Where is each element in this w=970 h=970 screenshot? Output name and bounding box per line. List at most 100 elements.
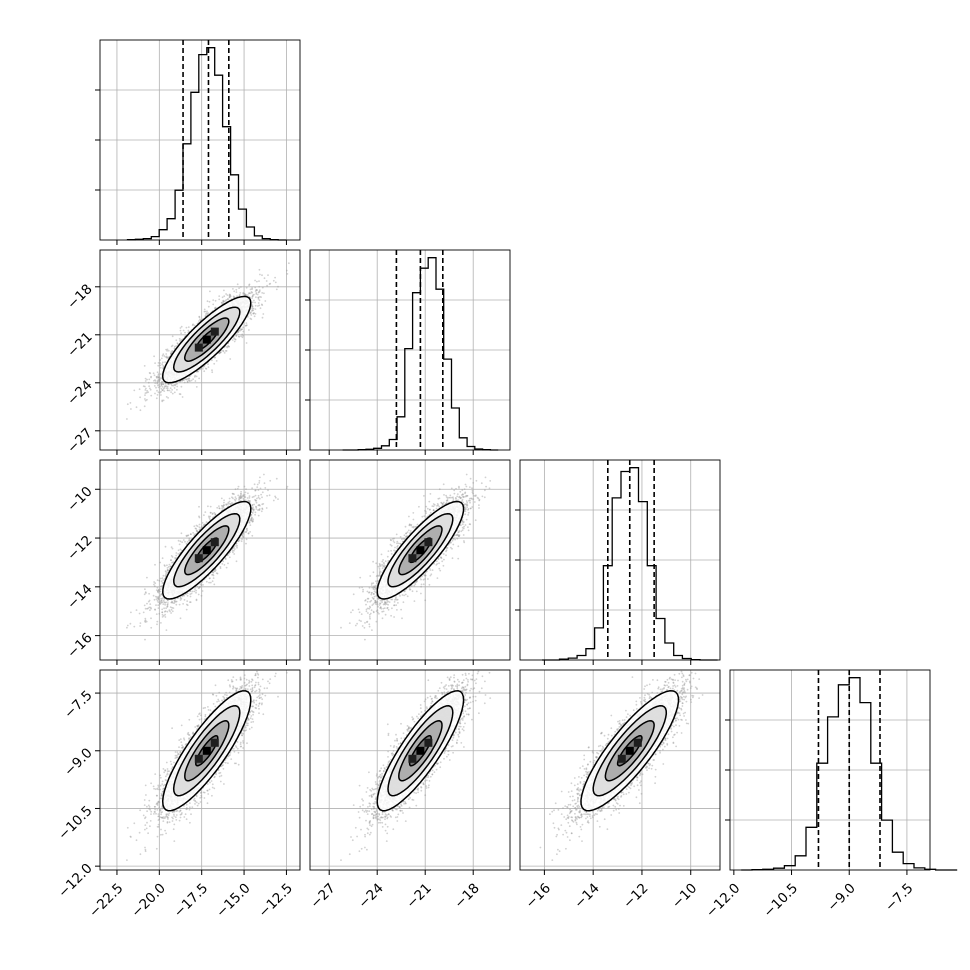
- sample-point: [277, 285, 279, 288]
- sample-point: [261, 316, 264, 319]
- sample-point: [222, 350, 225, 353]
- density-peak-cell: [210, 327, 219, 336]
- sample-point: [126, 418, 128, 420]
- sample-point: [202, 368, 204, 370]
- sample-point: [218, 295, 221, 297]
- sample-point: [250, 318, 253, 321]
- sample-point: [144, 389, 147, 391]
- sample-point: [154, 379, 156, 381]
- density-peak-cell: [202, 335, 211, 344]
- sample-point: [211, 371, 214, 374]
- sample-point: [235, 291, 238, 293]
- sample-point: [159, 362, 162, 364]
- sample-point: [223, 352, 226, 354]
- sample-point: [240, 490, 243, 493]
- sample-point: [218, 298, 221, 301]
- sample-point: [234, 338, 236, 340]
- sample-point: [242, 326, 245, 329]
- sample-point: [165, 353, 168, 355]
- sample-point: [256, 280, 258, 283]
- sample-point: [172, 384, 175, 387]
- sample-point: [203, 310, 206, 313]
- sample-point: [160, 387, 163, 390]
- sample-point: [248, 292, 251, 295]
- sample-point: [258, 268, 261, 271]
- sample-point: [159, 385, 162, 388]
- sample-point: [238, 335, 241, 338]
- sample-point: [223, 295, 226, 298]
- sample-point: [259, 307, 262, 310]
- sample-point: [146, 398, 148, 401]
- sample-point: [195, 375, 198, 378]
- sample-point: [161, 361, 164, 364]
- sample-point: [258, 304, 261, 307]
- sample-point: [238, 329, 241, 332]
- sample-point: [254, 290, 257, 292]
- sample-point: [268, 283, 271, 285]
- sample-point: [181, 396, 184, 398]
- sample-point: [149, 372, 152, 375]
- sample-point: [255, 501, 258, 504]
- sample-point: [145, 387, 147, 390]
- sample-point: [171, 389, 174, 391]
- sample-point: [206, 310, 208, 313]
- sample-point: [184, 331, 186, 334]
- sample-point: [229, 293, 232, 296]
- sample-point: [156, 389, 158, 392]
- sample-point: [237, 494, 240, 497]
- sample-point: [195, 591, 197, 594]
- sample-point: [185, 326, 188, 329]
- sample-point: [248, 292, 250, 295]
- sample-point: [167, 349, 170, 352]
- sample-point: [232, 288, 234, 290]
- sample-point: [166, 603, 169, 606]
- sample-point: [146, 378, 148, 381]
- sample-point: [160, 383, 163, 386]
- sample-point: [254, 308, 257, 310]
- sample-point: [176, 388, 178, 391]
- sample-point: [154, 362, 157, 364]
- sample-point: [249, 317, 252, 320]
- sample-point: [215, 360, 218, 362]
- sample-point: [157, 373, 160, 375]
- sample-point: [266, 284, 268, 287]
- sample-point: [148, 378, 151, 381]
- sample-point: [161, 363, 164, 366]
- sample-point: [205, 312, 208, 314]
- sample-point: [254, 279, 256, 282]
- sample-point: [232, 551, 234, 554]
- sample-point: [157, 375, 160, 378]
- sample-point: [259, 476, 261, 479]
- sample-point: [173, 387, 176, 389]
- sample-point: [168, 389, 171, 392]
- sample-point: [165, 387, 168, 389]
- sample-point: [261, 292, 264, 294]
- sample-point: [206, 300, 209, 303]
- sample-point: [171, 350, 174, 352]
- sample-point: [154, 382, 157, 384]
- sample-point: [170, 612, 173, 614]
- sample-point: [198, 377, 201, 380]
- sample-point: [155, 397, 158, 400]
- sample-point: [139, 409, 142, 412]
- sample-point: [233, 290, 236, 293]
- sample-point: [160, 622, 162, 624]
- sample-point: [258, 290, 261, 293]
- sample-point: [142, 385, 145, 388]
- sample-point: [205, 368, 208, 370]
- sample-point: [129, 402, 132, 404]
- panel-0-0: [95, 39, 301, 245]
- sample-point: [147, 391, 150, 394]
- sample-point: [163, 390, 166, 392]
- sample-point: [235, 335, 238, 337]
- sample-point: [175, 554, 178, 557]
- sample-point: [272, 279, 275, 282]
- sample-point: [176, 385, 179, 388]
- sample-point: [144, 394, 146, 396]
- y-tick-label: −21: [64, 329, 95, 360]
- sample-point: [196, 585, 199, 588]
- sample-point: [198, 523, 201, 526]
- sample-point: [228, 497, 231, 500]
- sample-point: [211, 369, 213, 372]
- sample-point: [222, 302, 225, 304]
